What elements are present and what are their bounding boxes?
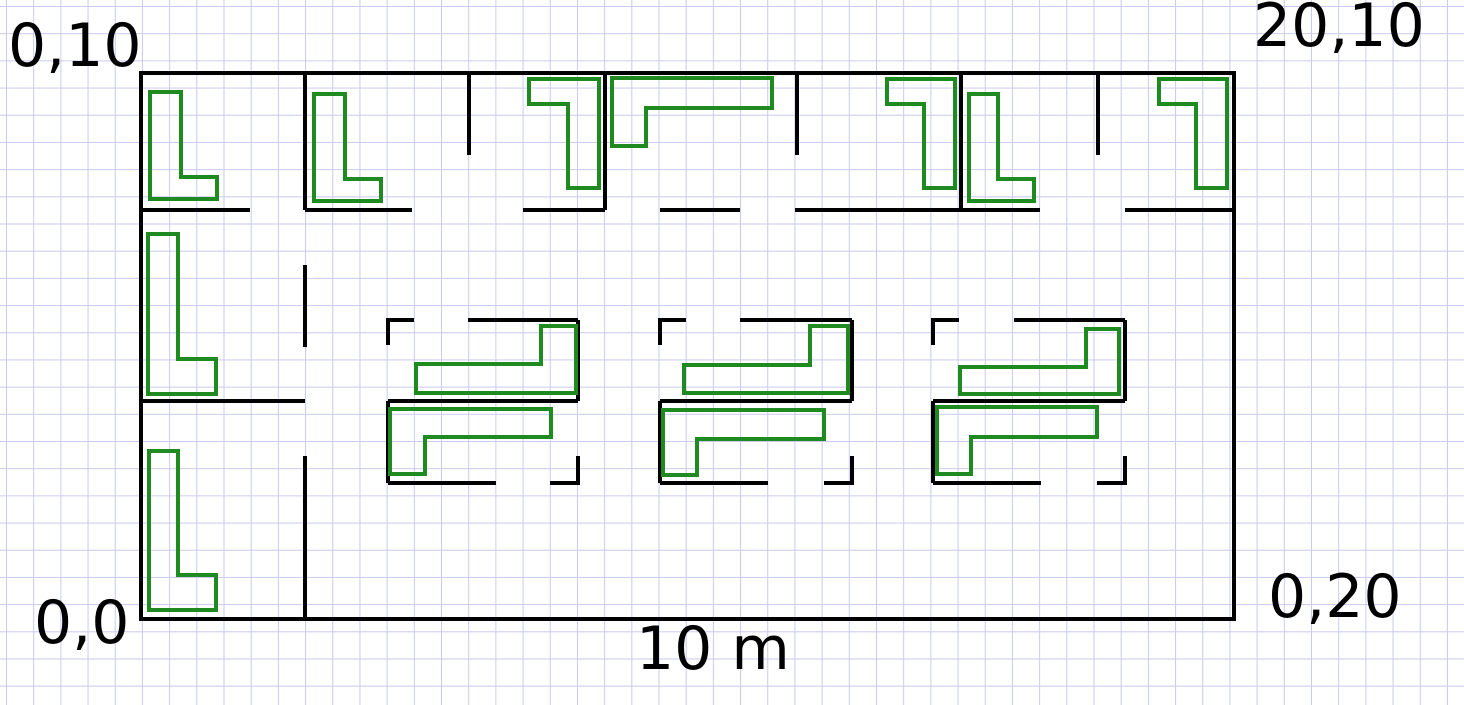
corner-label-top-right: 20,10 (1253, 0, 1425, 61)
desks (146, 76, 1229, 612)
desk (147, 449, 218, 612)
corner-label-top-left: 0,10 (8, 11, 142, 81)
corner-label-bottom-right: 0,20 (1268, 562, 1402, 632)
outer-wall (139, 71, 1236, 621)
cubicle-group-3 (931, 318, 1127, 485)
desk (414, 324, 578, 395)
desk (146, 232, 218, 396)
desk (610, 76, 774, 148)
walls (139, 71, 1236, 621)
cubicle-group-2 (658, 318, 854, 485)
desk (682, 324, 850, 395)
desk (661, 408, 826, 477)
desk (958, 327, 1121, 396)
desk (967, 92, 1036, 203)
cubicle-group-1 (386, 318, 580, 485)
scale-label: 10 m (636, 614, 790, 684)
desk (885, 77, 957, 190)
desk (388, 407, 553, 476)
desk (148, 90, 219, 201)
desk (1157, 77, 1229, 190)
desk (935, 405, 1099, 476)
corner-label-bottom-left: 0,0 (34, 588, 130, 658)
desk (312, 92, 383, 203)
desk (527, 77, 601, 190)
